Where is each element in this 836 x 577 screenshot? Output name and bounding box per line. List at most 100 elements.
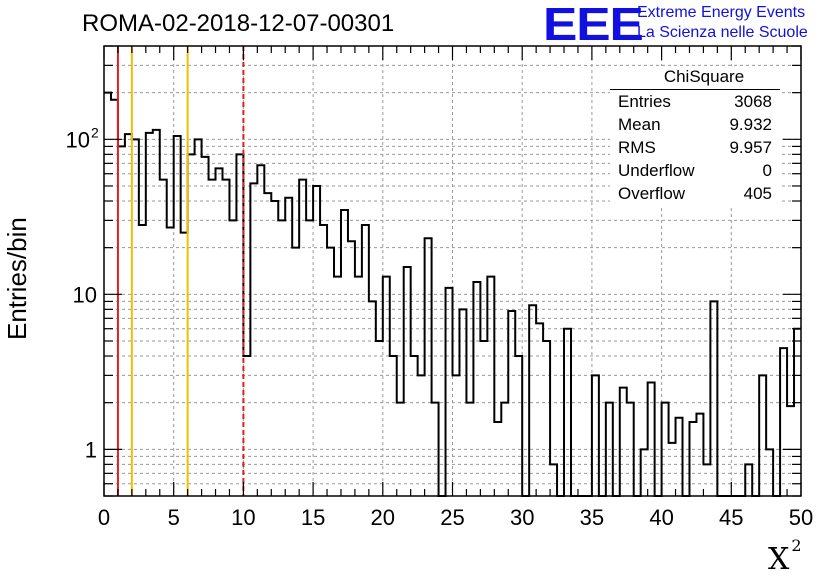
histogram-bin (446, 288, 453, 496)
histogram-bin (216, 168, 223, 496)
histogram-bin (453, 375, 460, 496)
histogram-bin (787, 406, 794, 496)
histogram-bin (243, 356, 250, 496)
histogram-bin (313, 186, 320, 496)
histogram-bin (285, 198, 292, 496)
stats-box: ChiSquare Entries 3068 Mean 9.932 RMS 9.957 Un… (610, 66, 780, 205)
histogram-bin (780, 348, 787, 496)
histogram-bin (390, 356, 397, 496)
histogram-bin (676, 418, 683, 496)
stats-label: Mean (618, 115, 661, 134)
histogram-bin (620, 388, 627, 496)
histogram-bin (480, 341, 487, 496)
y-tick-label: 1 (85, 437, 97, 462)
x-tick-label: 30 (510, 505, 534, 530)
histogram-bin (334, 277, 341, 496)
stats-label: Overflow (618, 184, 686, 203)
histogram-bin (745, 464, 752, 496)
stats-label: Underflow (618, 161, 695, 180)
x-tick-label: 20 (371, 505, 395, 530)
histogram-bin (250, 183, 257, 496)
x-tick-label: 40 (649, 505, 673, 530)
histogram-bin (146, 133, 153, 496)
histogram-bin (550, 464, 557, 496)
stats-row-mean: Mean 9.932 (610, 113, 780, 136)
histogram-bin (794, 329, 801, 496)
stats-value: 3068 (734, 92, 772, 111)
histogram-bin (543, 341, 550, 496)
logo-line-1: Extreme Energy Events (637, 4, 806, 21)
x-axis-label-sup: 2 (791, 536, 802, 555)
stats-row-overflow: Overflow 405 (610, 182, 780, 205)
histogram-bin (689, 422, 696, 496)
histogram-bin (132, 139, 139, 496)
histogram-bin (404, 267, 411, 496)
histogram-bin (271, 201, 278, 496)
x-tick-label: 45 (719, 505, 743, 530)
histogram-bin (515, 356, 522, 496)
x-tick-label: 15 (301, 505, 325, 530)
histogram-bin (167, 227, 174, 496)
histogram-bin (627, 403, 634, 496)
histogram-bin (592, 375, 599, 496)
logo-line-2: La Scienza nelle Scuole (637, 24, 808, 41)
histogram-bin (341, 210, 348, 496)
histogram-bin (648, 382, 655, 496)
stats-value: 9.957 (729, 138, 772, 157)
histogram-bin (209, 180, 216, 496)
histogram-bin (487, 277, 494, 496)
chart-title: ROMA-02-2018-12-07-00301 (82, 10, 395, 37)
histogram-bin (355, 277, 362, 496)
histogram-bin (264, 193, 271, 496)
histogram-bin (501, 403, 508, 496)
stats-value: 405 (743, 184, 772, 203)
histogram-bin (125, 134, 132, 496)
y-tick-label-sup: 2 (91, 124, 99, 140)
stats-row-entries: Entries 3068 (610, 90, 780, 113)
histogram-bin (662, 403, 669, 496)
histogram-bin (257, 165, 264, 496)
histogram-bin (278, 220, 285, 496)
y-tick-label: 10 (73, 282, 97, 307)
histogram-bin (111, 100, 118, 496)
histogram-bin (473, 282, 480, 496)
stats-value: 9.932 (729, 115, 772, 134)
histogram-bin (153, 130, 160, 496)
histogram-bin (188, 154, 195, 496)
histogram-bin (160, 180, 167, 496)
histogram-bin (703, 464, 710, 496)
histogram-bin (348, 241, 355, 496)
histogram-bin (425, 238, 432, 496)
histogram-bin (327, 248, 334, 496)
histogram-bin (362, 225, 369, 496)
histogram-bin (411, 356, 418, 496)
histogram-bin (320, 225, 327, 496)
histogram-bin (759, 375, 766, 496)
x-tick-label: 10 (231, 505, 255, 530)
histogram-bin (536, 323, 543, 496)
histogram-bin (222, 180, 229, 496)
stats-title: ChiSquare (610, 66, 780, 90)
histogram-bin (466, 403, 473, 496)
histogram-bin (641, 449, 648, 496)
stats-rows: Entries 3068 Mean 9.932 RMS 9.957 Underflow 0 Ov… (610, 90, 780, 205)
stats-value: 0 (762, 161, 772, 180)
histogram-bin (696, 414, 703, 496)
histogram-bin (710, 301, 717, 496)
histogram-bin (181, 233, 188, 496)
histogram-bin (397, 403, 404, 496)
histogram-bin (606, 403, 613, 496)
histogram-bin (202, 157, 209, 496)
histogram-bin (195, 139, 202, 496)
x-axis-label-text: X (768, 542, 790, 577)
histogram-bin (306, 220, 313, 496)
x-tick-label: 5 (168, 505, 180, 530)
x-tick-label: 0 (98, 505, 110, 530)
histogram-bin (299, 180, 306, 496)
histogram-bin (383, 277, 390, 496)
histogram-bin (432, 403, 439, 496)
histogram-bin (369, 301, 376, 496)
